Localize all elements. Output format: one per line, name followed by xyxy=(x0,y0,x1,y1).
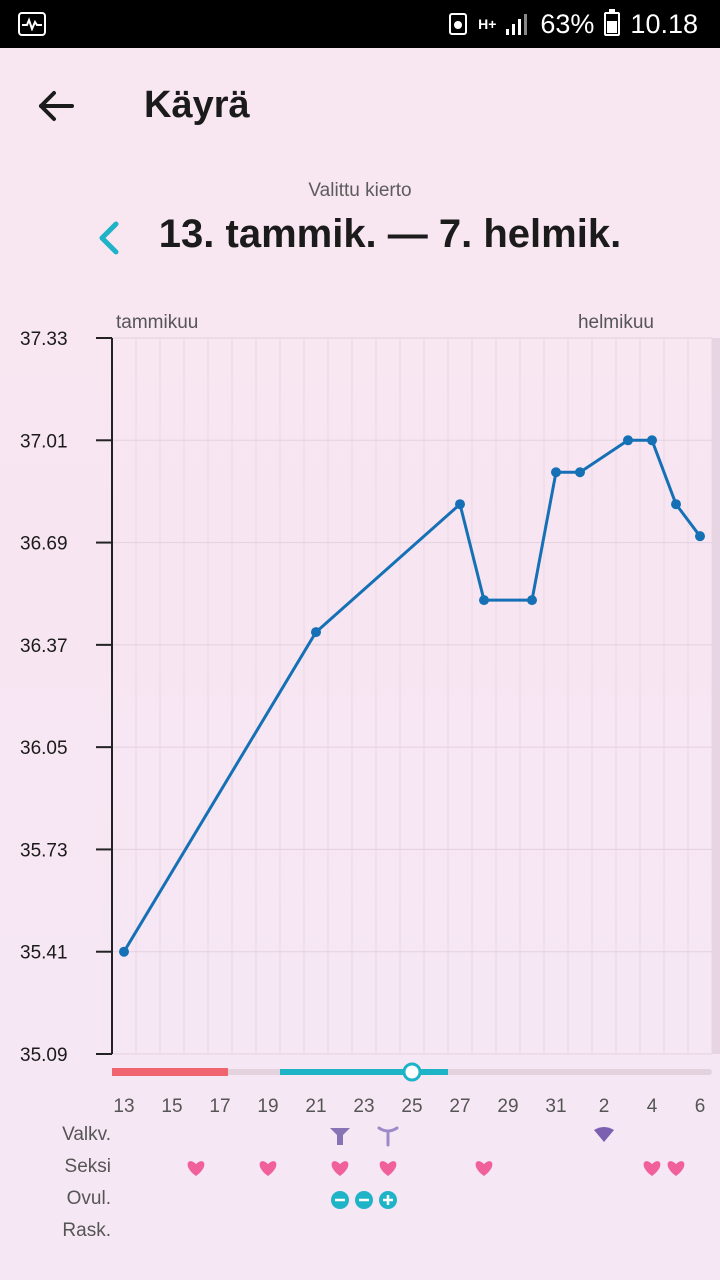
x-tick-label: 27 xyxy=(449,1096,470,1117)
x-tick-label: 4 xyxy=(647,1096,658,1117)
x-tick-label: 29 xyxy=(497,1096,518,1117)
heart-icon xyxy=(187,1161,205,1176)
row-label: Seksi xyxy=(64,1156,111,1177)
month-label: tammikuu xyxy=(116,312,198,333)
heart-icon xyxy=(379,1161,397,1176)
y-tick-label: 37.33 xyxy=(20,329,68,350)
temperature-point xyxy=(623,435,633,446)
sticky-icon xyxy=(377,1126,399,1147)
x-tick-label: 15 xyxy=(161,1096,182,1117)
temperature-point xyxy=(311,627,321,638)
previous-cycle-button[interactable] xyxy=(88,216,132,260)
fertile-bar xyxy=(280,1069,448,1075)
x-tick-label: 31 xyxy=(545,1096,566,1117)
temperature-point xyxy=(119,946,129,957)
row-label: Rask. xyxy=(62,1220,111,1241)
creamy-icon xyxy=(594,1127,614,1142)
row-label: Ovul. xyxy=(66,1188,111,1209)
x-tick-label: 25 xyxy=(401,1096,422,1117)
x-tick-label: 21 xyxy=(305,1096,326,1117)
eggwhite-icon xyxy=(330,1128,350,1145)
temperature-point xyxy=(575,467,585,478)
temperature-point xyxy=(551,467,561,478)
chart-svg: 37.33 37.01 36.69 36.37 36.05 35.73 35.41 35.09… xyxy=(20,312,720,1209)
x-tick-label: 13 xyxy=(113,1096,134,1117)
x-tick-label: 23 xyxy=(353,1096,374,1117)
temperature-point xyxy=(455,499,465,510)
arrow-left-icon xyxy=(39,91,74,121)
y-tick-label: 36.37 xyxy=(20,636,68,657)
cycle-caption: Valittu kierto xyxy=(308,180,412,201)
row-label: Valkv. xyxy=(62,1124,111,1145)
network-type: H+ xyxy=(478,16,497,32)
status-icons: H+ 63% 10.18 xyxy=(448,8,698,40)
temperature-point xyxy=(527,595,537,606)
app-screen: Käyrä Valittu kierto 13. tammik. — 7. he… xyxy=(0,48,720,1280)
heart-icon xyxy=(259,1161,277,1176)
y-tick-label: 35.73 xyxy=(20,840,68,861)
status-bar: H+ 63% 10.18 xyxy=(0,0,720,48)
heart-icon xyxy=(475,1161,493,1176)
y-tick-label: 36.05 xyxy=(20,738,68,759)
cycle-range-container: 13. tammik. — 7. helmik. xyxy=(150,208,630,268)
clock: 10.18 xyxy=(630,8,698,39)
back-button[interactable] xyxy=(32,82,80,130)
temperature-chart[interactable]: 37.33 37.01 36.69 36.37 36.05 35.73 35.41 35.09… xyxy=(0,48,720,1280)
battery-percent: 63% xyxy=(540,8,595,39)
activity-icon xyxy=(18,12,46,36)
y-tick-label: 36.69 xyxy=(20,534,68,555)
y-tick-label: 35.41 xyxy=(20,943,68,964)
heart-icon xyxy=(667,1161,685,1176)
temperature-point xyxy=(479,595,489,606)
x-tick-label: 19 xyxy=(257,1096,278,1117)
period-bar xyxy=(112,1068,228,1076)
page-title: Käyrä xyxy=(144,84,250,126)
cycle-range: 13. tammik. — 7. helmik. xyxy=(158,212,622,256)
temperature-point xyxy=(671,499,681,510)
recycle-icon xyxy=(449,13,468,35)
x-tick-label: 6 xyxy=(695,1096,706,1117)
heart-icon xyxy=(331,1161,349,1176)
ovulation-marker xyxy=(402,1062,422,1082)
heart-icon xyxy=(643,1161,661,1176)
temperature-point xyxy=(695,531,705,542)
signal-icon xyxy=(506,14,528,35)
x-tick-label: 17 xyxy=(209,1096,230,1117)
temperature-point xyxy=(647,435,657,446)
temperature-line xyxy=(122,438,702,953)
today-column xyxy=(712,338,720,1054)
x-tick-label: 2 xyxy=(599,1096,610,1117)
y-tick-label: 37.01 xyxy=(20,431,68,452)
month-label: helmikuu xyxy=(578,312,654,333)
y-tick-label: 35.09 xyxy=(20,1045,68,1066)
battery-icon xyxy=(604,9,621,36)
chevron-left-icon xyxy=(99,221,119,255)
